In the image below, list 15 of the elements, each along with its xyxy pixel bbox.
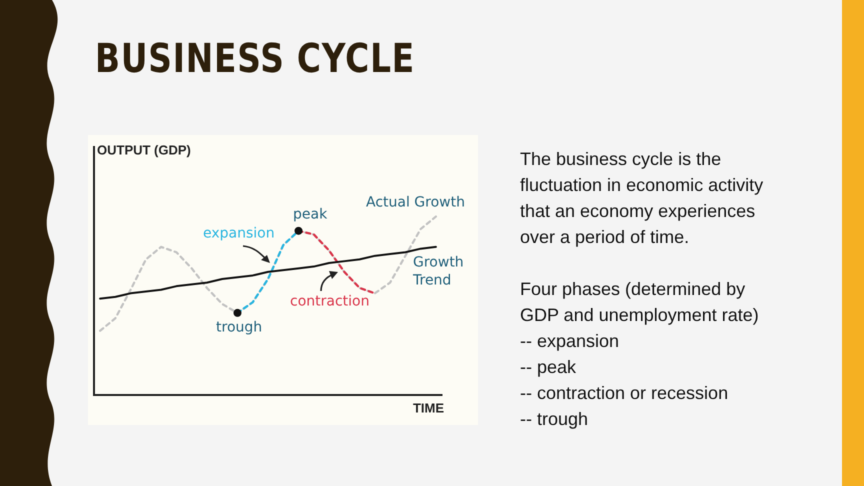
text: The business cycle is the fluctuation in economic activity that an economy experiences over a period of time. — [520, 148, 764, 249]
annotation: Growth Trend — [412, 254, 464, 289]
chart-title: BUSINESS CYCLE — [95, 36, 416, 82]
text: Four phases (determined by GDP and unemployment rate) — [520, 278, 760, 327]
annotation: expansion — [203, 226, 275, 242]
text: -- expansion — [520, 330, 620, 353]
text: -- trough — [520, 408, 590, 431]
y-axis-title: OUTPUT (GDP) — [97, 142, 191, 158]
annotation: trough — [216, 320, 262, 336]
text: -- peak — [520, 356, 578, 379]
text: Actual Growth — [366, 194, 465, 211]
x-axis-title: TIME — [412, 400, 444, 416]
annotation: peak — [293, 206, 328, 223]
text: -- contraction or recession — [520, 382, 730, 405]
annotation: contraction — [290, 294, 370, 310]
